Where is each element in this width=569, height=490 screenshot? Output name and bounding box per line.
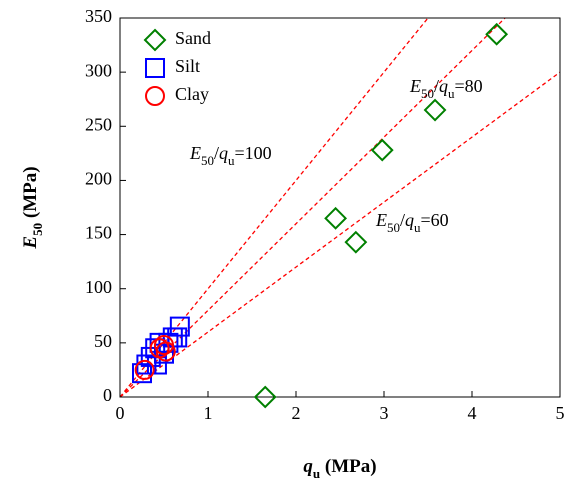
legend-marker bbox=[145, 86, 165, 106]
y-tick-label: 200 bbox=[85, 169, 112, 189]
label-part: 50 bbox=[421, 86, 434, 101]
reference-line bbox=[120, 71, 560, 397]
reference-label: E50/qu=100 bbox=[189, 143, 272, 168]
legend-label: Silt bbox=[175, 56, 200, 76]
label-part: 50 bbox=[387, 220, 400, 235]
x-tick-label: 0 bbox=[116, 403, 125, 423]
label-part: 50 bbox=[30, 223, 45, 236]
y-axis-label: E50 (MPa) bbox=[20, 166, 45, 249]
y-tick-label: 250 bbox=[85, 114, 112, 134]
data-point bbox=[485, 22, 509, 46]
label-part: =60 bbox=[421, 210, 449, 230]
label-part: E bbox=[20, 236, 41, 250]
reference-label: E50/qu=80 bbox=[409, 76, 483, 101]
label-part: / bbox=[434, 76, 439, 96]
x-tick-label: 1 bbox=[204, 403, 213, 423]
y-tick-label: 0 bbox=[103, 385, 112, 405]
y-tick-label: 150 bbox=[85, 223, 112, 243]
plot-frame bbox=[119, 17, 561, 398]
label-part: u bbox=[313, 466, 320, 481]
label-part: q bbox=[303, 456, 313, 477]
x-tick-label: 5 bbox=[556, 403, 565, 423]
legend-label: Clay bbox=[175, 84, 209, 104]
label-part: E bbox=[375, 210, 387, 230]
legend-label: Sand bbox=[175, 28, 211, 48]
data-point bbox=[134, 359, 155, 380]
label-part: E bbox=[189, 143, 201, 163]
label-part: u bbox=[228, 153, 235, 168]
y-tick-label: 350 bbox=[85, 6, 112, 26]
label-part: E bbox=[409, 76, 421, 96]
data-point bbox=[344, 230, 368, 254]
x-axis-label: qu (MPa) bbox=[303, 456, 376, 481]
legend-marker bbox=[145, 58, 165, 78]
label-part: / bbox=[400, 210, 405, 230]
label-part: q bbox=[405, 210, 414, 230]
y-tick-label: 50 bbox=[94, 331, 112, 351]
x-tick-label: 3 bbox=[380, 403, 389, 423]
label-part: 50 bbox=[201, 153, 214, 168]
x-tick-label: 2 bbox=[292, 403, 301, 423]
label-part: =80 bbox=[455, 76, 483, 96]
data-point bbox=[169, 316, 190, 337]
data-point bbox=[370, 138, 394, 162]
y-tick-label: 100 bbox=[85, 277, 112, 297]
label-part: q bbox=[219, 143, 228, 163]
data-point bbox=[423, 98, 447, 122]
legend-marker bbox=[143, 28, 167, 52]
label-part: q bbox=[439, 76, 448, 96]
data-point bbox=[155, 341, 176, 362]
label-part: / bbox=[214, 143, 219, 163]
data-point bbox=[253, 385, 277, 409]
label-part: (MPa) bbox=[20, 166, 41, 222]
reference-label: E50/qu=60 bbox=[375, 210, 449, 235]
label-part: u bbox=[448, 86, 455, 101]
x-tick-label: 4 bbox=[468, 403, 477, 423]
label-part: =100 bbox=[235, 143, 272, 163]
label-part: (MPa) bbox=[320, 456, 376, 477]
reference-line bbox=[120, 18, 506, 397]
data-point bbox=[324, 206, 348, 230]
label-part: u bbox=[414, 220, 421, 235]
y-tick-label: 300 bbox=[85, 60, 112, 80]
